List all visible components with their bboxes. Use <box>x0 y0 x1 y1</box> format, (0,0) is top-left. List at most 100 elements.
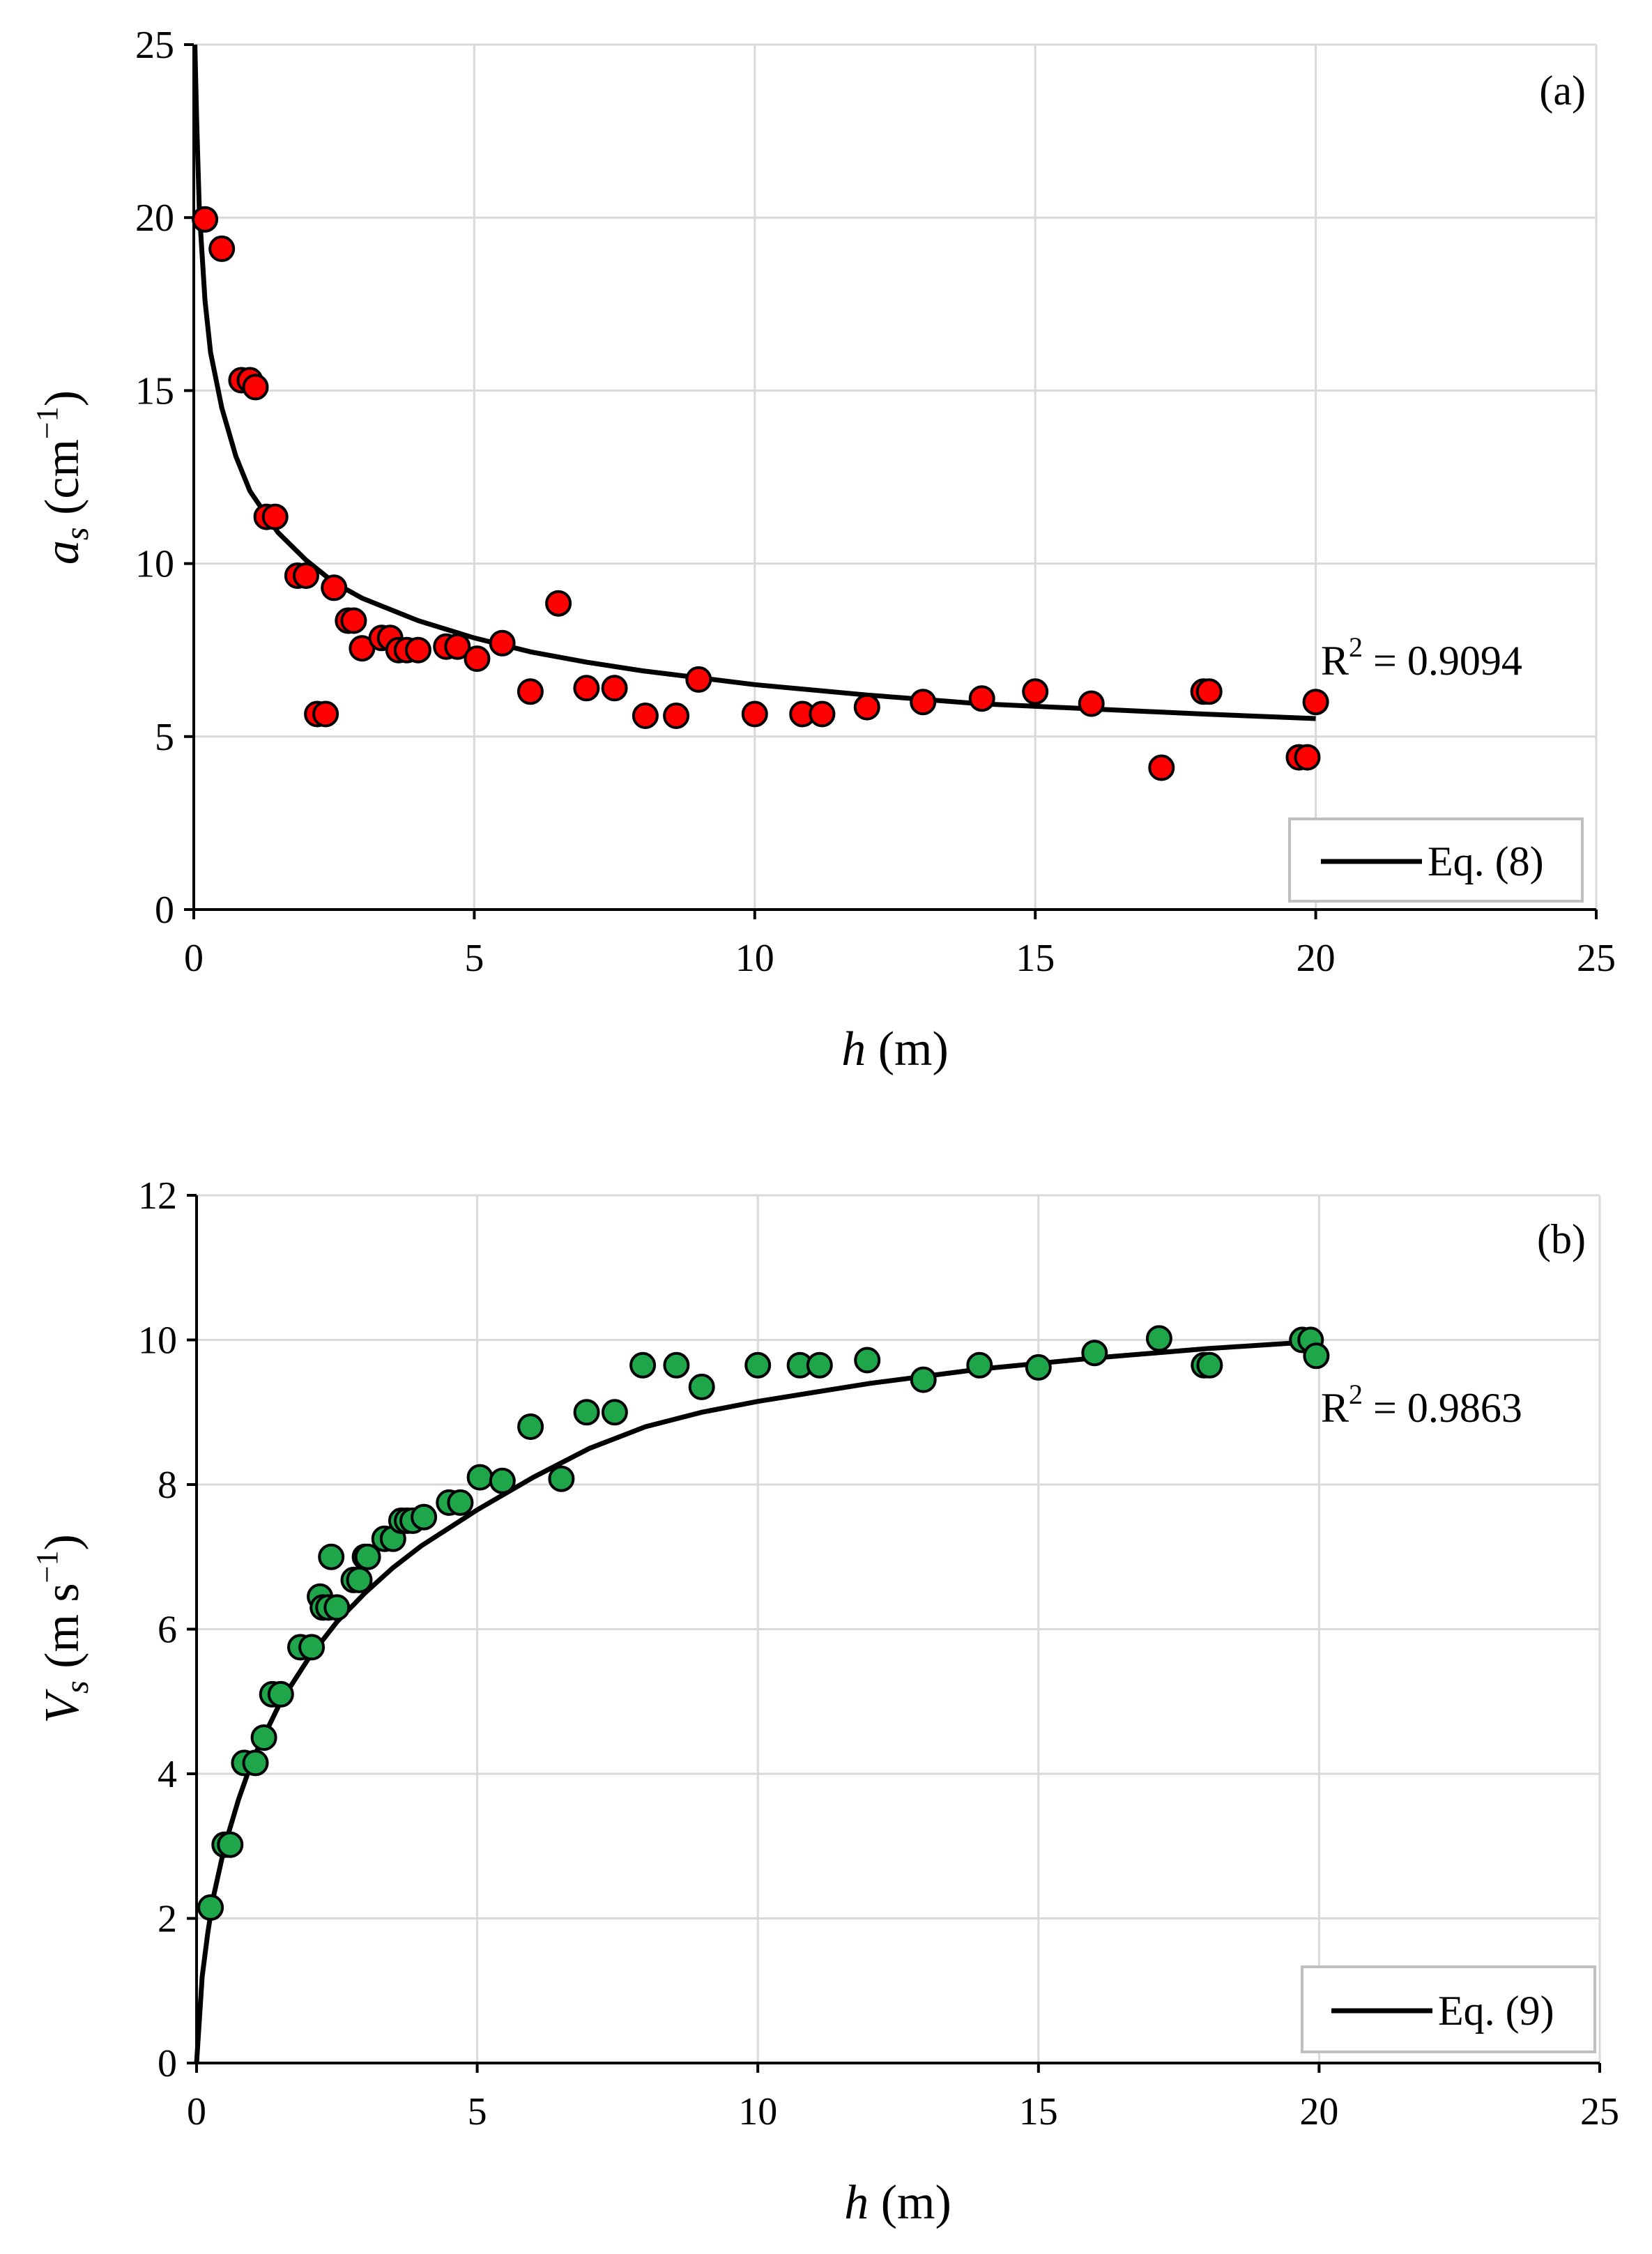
panel-b-data-point <box>548 1465 575 1492</box>
panel-a-fit-curve <box>192 44 1316 721</box>
panel-a-x-tick-label: 5 <box>464 937 484 980</box>
panel-b-data-point <box>688 1373 715 1400</box>
panel-b-data-point <box>601 1399 628 1426</box>
panel-b-data-point <box>447 1489 474 1516</box>
panel-a-data-point <box>1302 689 1329 716</box>
panel-b-x-tick-label: 15 <box>1019 2090 1058 2133</box>
panel-a-x-tick-label: 10 <box>735 937 774 980</box>
panel-b-data-point <box>411 1503 438 1531</box>
panel-a-legend: Eq. (8) <box>1288 818 1584 903</box>
panel-a-data-point <box>1078 690 1105 717</box>
panel-b-data-point <box>318 1543 345 1570</box>
panel-a-data-point <box>809 700 836 728</box>
panel-b-label: (b) <box>1537 1216 1586 1262</box>
panel-a-data-point <box>968 685 995 712</box>
panel-a-x-tick-label: 0 <box>184 937 204 980</box>
panel-a-data-point <box>663 703 690 729</box>
panel-b-y-tick-label: 0 <box>158 2042 177 2085</box>
panel-a-ticks: 0 5 10 15 20 25 0 5 10 15 20 25 <box>135 24 1616 980</box>
panel-b-y-axis-label: Vs (m s−1) <box>30 1534 95 1724</box>
panel-a-r-squared: R2 = 0.9094 <box>1321 631 1522 684</box>
panel-b-data-point <box>966 1351 993 1379</box>
panel-b-y-tick-label: 2 <box>158 1898 177 1941</box>
panel-b-data-point <box>1145 1325 1172 1352</box>
panel-b-data-point <box>663 1351 690 1379</box>
panel-b-ticks: 0 2 4 6 8 10 12 0 5 10 15 20 25 <box>138 1174 1619 2133</box>
panel-a-data-point <box>404 636 431 664</box>
panel-b-data-point <box>323 1594 351 1621</box>
panel-b-data-point <box>1081 1340 1108 1367</box>
panel-b-data-point <box>346 1566 373 1593</box>
panel-b-data-point <box>1303 1342 1330 1370</box>
panel-a-data-points <box>192 206 1329 781</box>
panel-b-data-point <box>197 1894 224 1921</box>
panel-a-data-point <box>517 678 544 705</box>
panel-a-y-tick-label: 0 <box>155 889 174 932</box>
panel-a-data-point <box>1195 678 1223 705</box>
panel-b-data-point <box>242 1749 269 1777</box>
panel-b-data-point <box>489 1467 516 1494</box>
panel-a-data-point <box>545 590 572 617</box>
panel-b-x-tick-label: 10 <box>738 2090 777 2133</box>
panel-a-data-point <box>1294 744 1321 771</box>
panel-b-data-point <box>910 1366 937 1393</box>
panel-b: 0 2 4 6 8 10 12 0 5 10 15 20 25 (b) R2 = 0.9863 Eq. … <box>30 1174 1619 2230</box>
panel-a-data-point <box>741 700 768 728</box>
panel-b-data-point <box>354 1543 381 1570</box>
panel-b-data-point <box>466 1464 494 1491</box>
panel-b-data-point <box>573 1399 600 1426</box>
panel-a-x-tick-label: 20 <box>1297 937 1336 980</box>
panel-a-data-point <box>632 703 659 729</box>
panel-b-data-point <box>744 1351 772 1379</box>
panel-a-y-axis-label: as (cm−1) <box>30 390 95 565</box>
panel-a-x-axis-label: h (m) <box>841 1022 949 1076</box>
panel-a-label: (a) <box>1539 68 1586 114</box>
panel-b-y-tick-label: 4 <box>158 1753 177 1796</box>
panel-a-data-point <box>312 700 339 728</box>
panel-a-y-tick-label: 5 <box>155 716 174 759</box>
panel-a-data-point <box>573 675 600 702</box>
panel-b-x-tick-label: 5 <box>468 2090 487 2133</box>
panel-a-gridlines <box>194 43 1598 910</box>
panel-b-x-tick-label: 0 <box>187 2090 206 2133</box>
panel-b-y-tick-label: 12 <box>138 1174 177 1218</box>
panel-b-data-point <box>1025 1354 1052 1381</box>
panel-b-x-axis-label: h (m) <box>844 2176 951 2230</box>
panel-a-data-point <box>1022 678 1049 705</box>
panel-a-data-point <box>489 629 516 657</box>
panel-a-y-tick-label: 25 <box>135 24 174 67</box>
panel-b-gridlines <box>197 1194 1601 2063</box>
panel-a-data-point <box>444 633 471 660</box>
panel-b-y-tick-label: 6 <box>158 1609 177 1652</box>
panel-a-data-point <box>1148 754 1175 781</box>
panel-b-y-tick-label: 8 <box>158 1464 177 1507</box>
panel-a-data-point <box>261 503 289 530</box>
panel-a-data-point <box>340 607 367 634</box>
panel-a-data-point <box>464 645 491 673</box>
panel-a-data-point <box>321 574 348 601</box>
panel-b-data-point <box>517 1413 544 1440</box>
panel-b-data-points <box>197 1325 1330 1921</box>
panel-b-data-point <box>250 1724 277 1751</box>
panel-a-data-point <box>685 666 712 693</box>
panel-b-x-tick-label: 25 <box>1580 2090 1619 2133</box>
panel-b-fit-curve <box>194 1340 1297 2064</box>
panel-a-data-point <box>208 235 236 262</box>
panel-a-data-point <box>192 206 219 233</box>
panel-a-x-tick-label: 25 <box>1577 937 1616 980</box>
panel-a-data-point <box>853 693 880 721</box>
panel-a-x-tick-label: 15 <box>1016 937 1055 980</box>
panel-b-r-squared: R2 = 0.9863 <box>1321 1379 1522 1431</box>
panel-b-data-point <box>806 1351 833 1379</box>
panel-b-legend: Eq. (9) <box>1301 1965 1596 2053</box>
panel-b-legend-label: Eq. (9) <box>1438 1988 1554 2034</box>
panel-a-legend-label: Eq. (8) <box>1428 838 1544 884</box>
panel-a-data-point <box>242 374 269 401</box>
panel-b-data-point <box>267 1680 294 1708</box>
panel-a-data-point <box>601 675 628 702</box>
panel-a-data-point <box>910 689 937 716</box>
panel-b-data-point <box>854 1347 881 1374</box>
panel-a-y-tick-label: 15 <box>135 369 174 413</box>
panel-a-y-tick-label: 20 <box>135 197 174 240</box>
